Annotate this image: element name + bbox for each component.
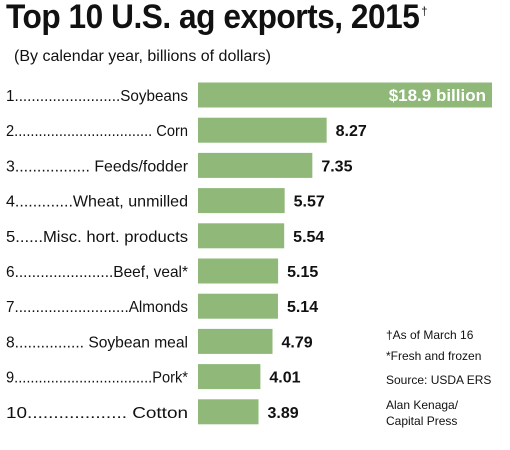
- value-label: 5.54: [293, 229, 324, 246]
- bar: [198, 82, 492, 108]
- value-label: 3.89: [268, 405, 299, 422]
- source-note: Source: USDA ERS: [386, 373, 492, 387]
- category-label: 10................... Cotton: [6, 405, 188, 422]
- category-label: 2.................................. Corn: [6, 123, 188, 140]
- value-label: 7.35: [321, 158, 352, 175]
- category-label: 7...........................Almonds: [6, 299, 188, 316]
- category-label: 8................ Soybean meal: [6, 334, 188, 351]
- title-dagger: †: [421, 4, 428, 18]
- value-label: 4.01: [269, 370, 300, 387]
- value-label: 5.15: [287, 264, 318, 281]
- bar: [198, 364, 261, 390]
- category-label: 5......Misc. hort. products: [6, 229, 188, 246]
- category-label: 6.......................Beef, veal*: [6, 264, 188, 281]
- chart-title: Top 10 U.S. ag exports, 2015 †: [6, 0, 428, 37]
- value-label: 4.79: [282, 334, 313, 351]
- bar: [198, 258, 279, 284]
- bar: [198, 117, 327, 143]
- bar: [198, 328, 273, 354]
- bar: [198, 399, 259, 425]
- bar: [198, 223, 285, 249]
- bar: [198, 152, 313, 178]
- category-label: 1.........................Soybeans: [6, 88, 188, 105]
- credit-line-2: Capital Press: [386, 414, 458, 428]
- category-label: 4.............Wheat, unmilled: [6, 194, 188, 211]
- value-label: 5.14: [287, 299, 318, 316]
- value-label: 5.57: [294, 194, 325, 211]
- value-label: 8.27: [336, 123, 367, 140]
- bar: [198, 293, 278, 319]
- footnote-as-of: †As of March 16: [386, 328, 474, 342]
- credit-line-1: Alan Kenaga/: [386, 398, 459, 412]
- category-label: 9..................................Pork*: [6, 370, 188, 387]
- value-label: $18.9 billion: [389, 86, 486, 105]
- title-text: Top 10 U.S. ag exports, 2015: [6, 0, 420, 36]
- footnote-fresh-frozen: *Fresh and frozen: [386, 349, 482, 363]
- bar: [198, 188, 285, 214]
- chart-subtitle: (By calendar year, billions of dollars): [14, 48, 272, 65]
- category-label: 3................. Feeds/fodder: [6, 158, 189, 175]
